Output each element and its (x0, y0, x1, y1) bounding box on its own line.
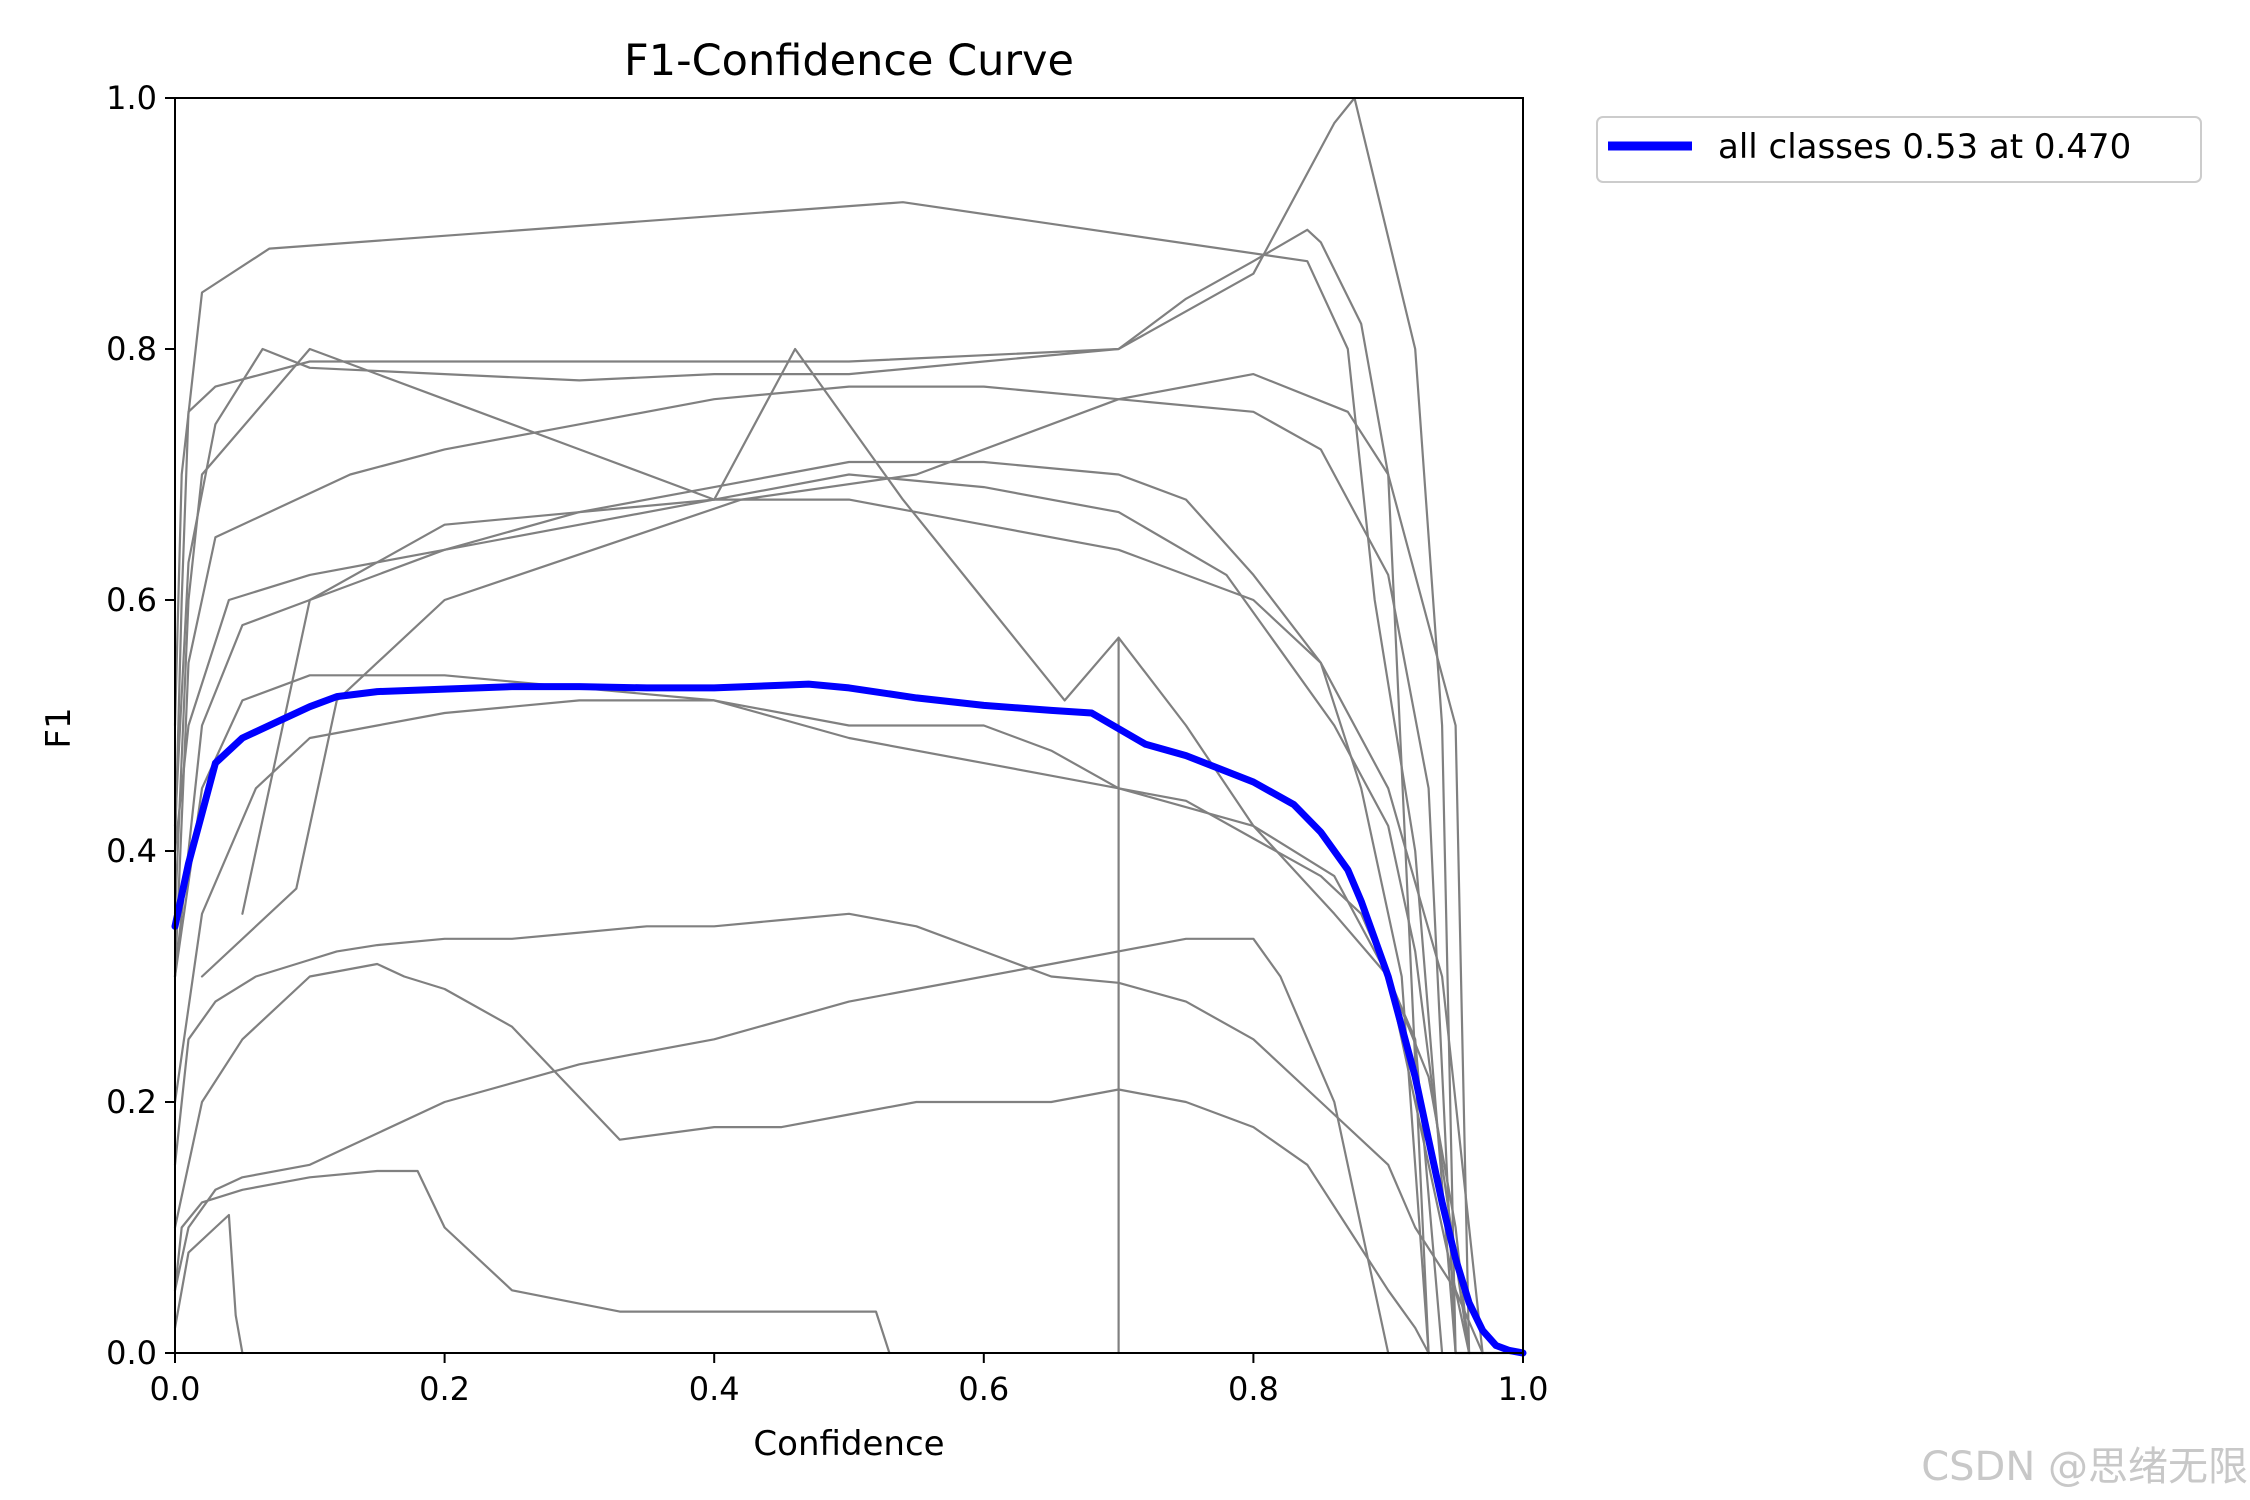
series-line-class-11 (173, 962, 1430, 1355)
series-line-class-13 (173, 1169, 891, 1355)
series-line-class-17 (241, 347, 1471, 1355)
legend: all classes 0.53 at 0.470 (1596, 116, 2202, 183)
x-tick-label: 0.4 (689, 1370, 740, 1408)
x-tick-label: 0.6 (958, 1370, 1009, 1408)
x-axis-label: Confidence (753, 1424, 944, 1464)
y-tick-label: 0.8 (106, 330, 157, 368)
series-line-class-9 (173, 699, 1444, 1355)
x-tick-label: 0.0 (150, 1370, 201, 1408)
x-tick-label: 0.2 (419, 1370, 470, 1408)
y-tick-label: 0.6 (106, 581, 157, 619)
series-line-class-6 (173, 473, 1471, 1355)
y-tick-label: 0.2 (106, 1083, 157, 1121)
series-line-class-7 (173, 460, 1484, 1355)
y-tick-label: 0.0 (106, 1334, 157, 1372)
y-tick-label: 0.4 (106, 832, 157, 870)
series-line-class-5 (173, 385, 1457, 1355)
y-axis-label: F1 (39, 707, 79, 748)
plot-curves (171, 96, 1527, 1357)
series-line-class-10 (173, 912, 1484, 1355)
legend-box (1596, 116, 2202, 183)
y-axis-ticks: 0.0 0.2 0.4 0.6 0.8 1.0 (106, 79, 175, 1372)
y-tick-label: 1.0 (106, 79, 157, 117)
series-line-class-3 (173, 228, 1430, 1355)
series-line-all-classes (171, 680, 1527, 1357)
series-line-class-12 (173, 937, 1390, 1355)
series-line-class-16 (200, 373, 1471, 1355)
x-tick-label: 1.0 (1498, 1370, 1549, 1408)
legend-entry-all-classes: all classes 0.53 at 0.470 (1718, 127, 2131, 167)
x-axis-ticks: 0.0 0.2 0.4 0.6 0.8 1.0 (150, 1353, 1549, 1408)
chart-title: F1-Confidence Curve (624, 36, 1074, 86)
series-line-class-14 (173, 1213, 244, 1355)
series-line-class-1 (173, 201, 1525, 1355)
watermark: CSDN @思绪无限 (1921, 1444, 2248, 1490)
x-tick-label: 0.8 (1228, 1370, 1279, 1408)
series-line-class-4 (173, 347, 1430, 1355)
plot-frame (174, 97, 1524, 1354)
